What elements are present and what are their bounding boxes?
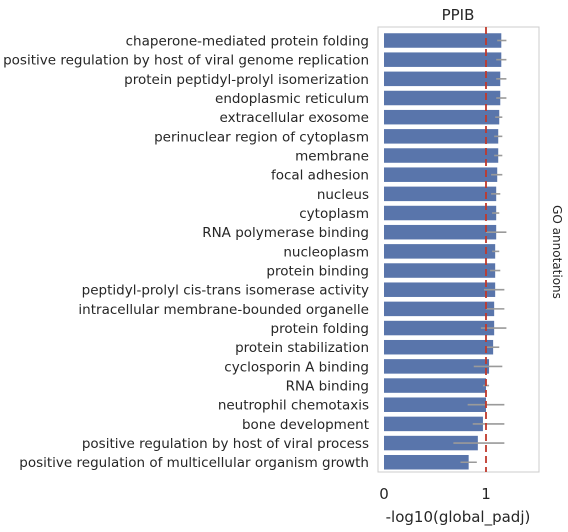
category-label: cytoplasm (299, 206, 369, 222)
bar (384, 129, 499, 144)
category-label: cyclosporin A binding (224, 359, 369, 375)
category-label: positive regulation by host of viral gen… (3, 53, 369, 69)
category-label: nucleoplasm (283, 244, 369, 260)
category-label: protein peptidyl-prolyl isomerization (124, 72, 369, 88)
bar (384, 378, 486, 393)
category-label: peptidyl-prolyl cis-trans isomerase acti… (82, 283, 369, 299)
category-label: protein binding (266, 264, 369, 280)
category-label: RNA binding (286, 379, 369, 395)
bar (384, 454, 469, 470)
category-label: extracellular exosome (220, 110, 369, 126)
x-tick-label: 1 (481, 485, 491, 503)
category-label: intracellular membrane-bounded organelle (78, 302, 369, 318)
right-axis-label: GO annotations (550, 205, 564, 299)
category-label: neutrophil chemotaxis (218, 398, 369, 414)
category-label: focal adhesion (271, 168, 369, 184)
bar (384, 263, 496, 278)
plot-frame (377, 26, 540, 473)
bar (384, 167, 498, 182)
category-label: bone development (242, 417, 369, 433)
bar (384, 397, 486, 412)
bar (384, 71, 501, 87)
bar (384, 435, 478, 451)
category-label: nucleus (317, 187, 369, 203)
bar (384, 224, 497, 240)
bar (384, 52, 502, 67)
bar (384, 33, 502, 48)
category-label: chaperone-mediated protein folding (126, 34, 369, 50)
bar (384, 148, 499, 163)
bar (384, 205, 497, 221)
bar (384, 109, 500, 125)
category-label: membrane (295, 149, 369, 165)
category-label: protein stabilization (235, 340, 369, 356)
category-label: perinuclear region of cytoplasm (154, 129, 369, 145)
bar (384, 244, 496, 259)
category-label: positive regulation by host of viral pro… (82, 436, 369, 452)
bar (384, 90, 501, 106)
category-label: RNA polymerase binding (202, 225, 369, 241)
x-axis-label: -log10(global_padj) (386, 508, 531, 527)
error-bars-group (453, 39, 507, 464)
category-label: protein folding (271, 321, 370, 337)
chart-title: PPIB (442, 6, 475, 24)
bars-group (384, 33, 502, 470)
category-label: positive regulation of multicellular org… (19, 455, 369, 471)
bar (384, 416, 483, 432)
bar (384, 282, 496, 297)
bar (384, 339, 494, 355)
category-labels-group: chaperone-mediated protein folding positi… (3, 34, 369, 472)
bar (384, 186, 497, 202)
bar (384, 301, 495, 317)
bar (384, 320, 495, 336)
category-label: endoplasmic reticulum (215, 91, 369, 107)
bar (384, 359, 490, 374)
x-tick-label: 0 (379, 485, 389, 503)
